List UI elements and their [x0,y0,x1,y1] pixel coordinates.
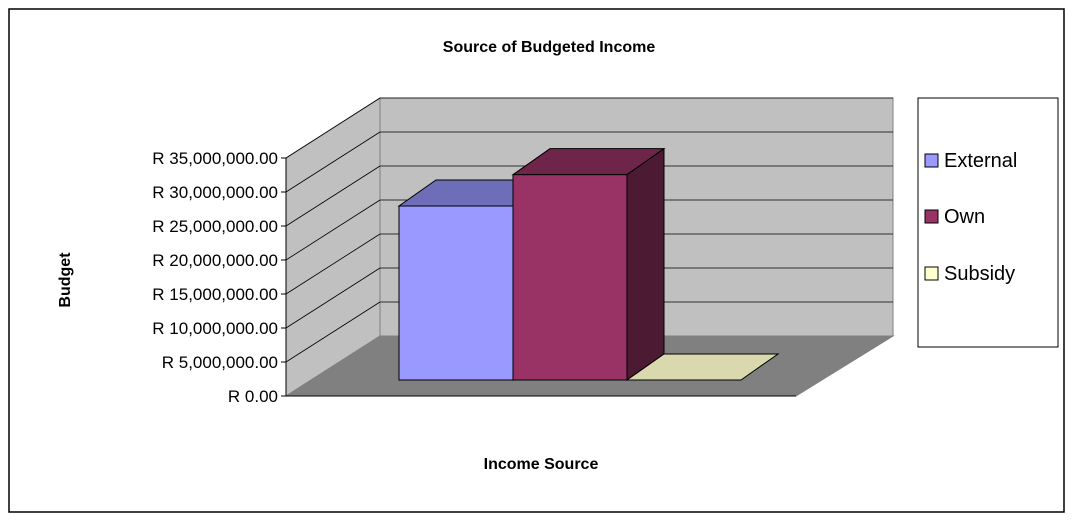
y-tick-label: R 15,000,000.00 [152,285,278,304]
gridline-side [285,97,381,159]
bars [397,147,780,381]
y-tick-label: R 0.00 [228,387,278,406]
y-tick-label: R 20,000,000.00 [152,251,278,270]
y-tick-label: R 25,000,000.00 [152,217,278,236]
y-tick-label: R 5,000,000.00 [162,353,278,372]
legend: External Own Subsidy [924,150,1017,285]
gridline-side [285,131,381,193]
y-tick-label: R 35,000,000.00 [152,149,278,168]
bar-top [625,353,780,381]
gridline-side [285,233,381,295]
bar-own [511,147,666,381]
gridline-side [285,301,381,363]
y-axis-title: Budget [57,252,74,308]
bar-subsidy [625,353,780,381]
x-axis-title: Income Source [484,456,599,473]
legend-label-own: Own [944,206,985,228]
bar-front [398,205,514,381]
legend-box [917,97,1059,348]
legend-swatch-subsidy [924,266,939,281]
y-axis-ticks: R 0.00 R 5,000,000.00 R 10,000,000.00 R 15,… [152,149,286,406]
gridline-side [285,267,381,329]
legend-label-subsidy: Subsidy [944,263,1015,285]
chart-title: Source of Budgeted Income [443,39,656,56]
bar-side [626,147,665,381]
legend-swatch-external [924,153,939,168]
legend-label-external: External [944,150,1017,172]
y-tick-label: R 10,000,000.00 [152,319,278,338]
bar-front [512,174,628,381]
legend-swatch-own [924,209,939,224]
gridline-side [285,165,381,227]
y-tick-label: R 30,000,000.00 [152,183,278,202]
gridline-side [285,199,381,261]
